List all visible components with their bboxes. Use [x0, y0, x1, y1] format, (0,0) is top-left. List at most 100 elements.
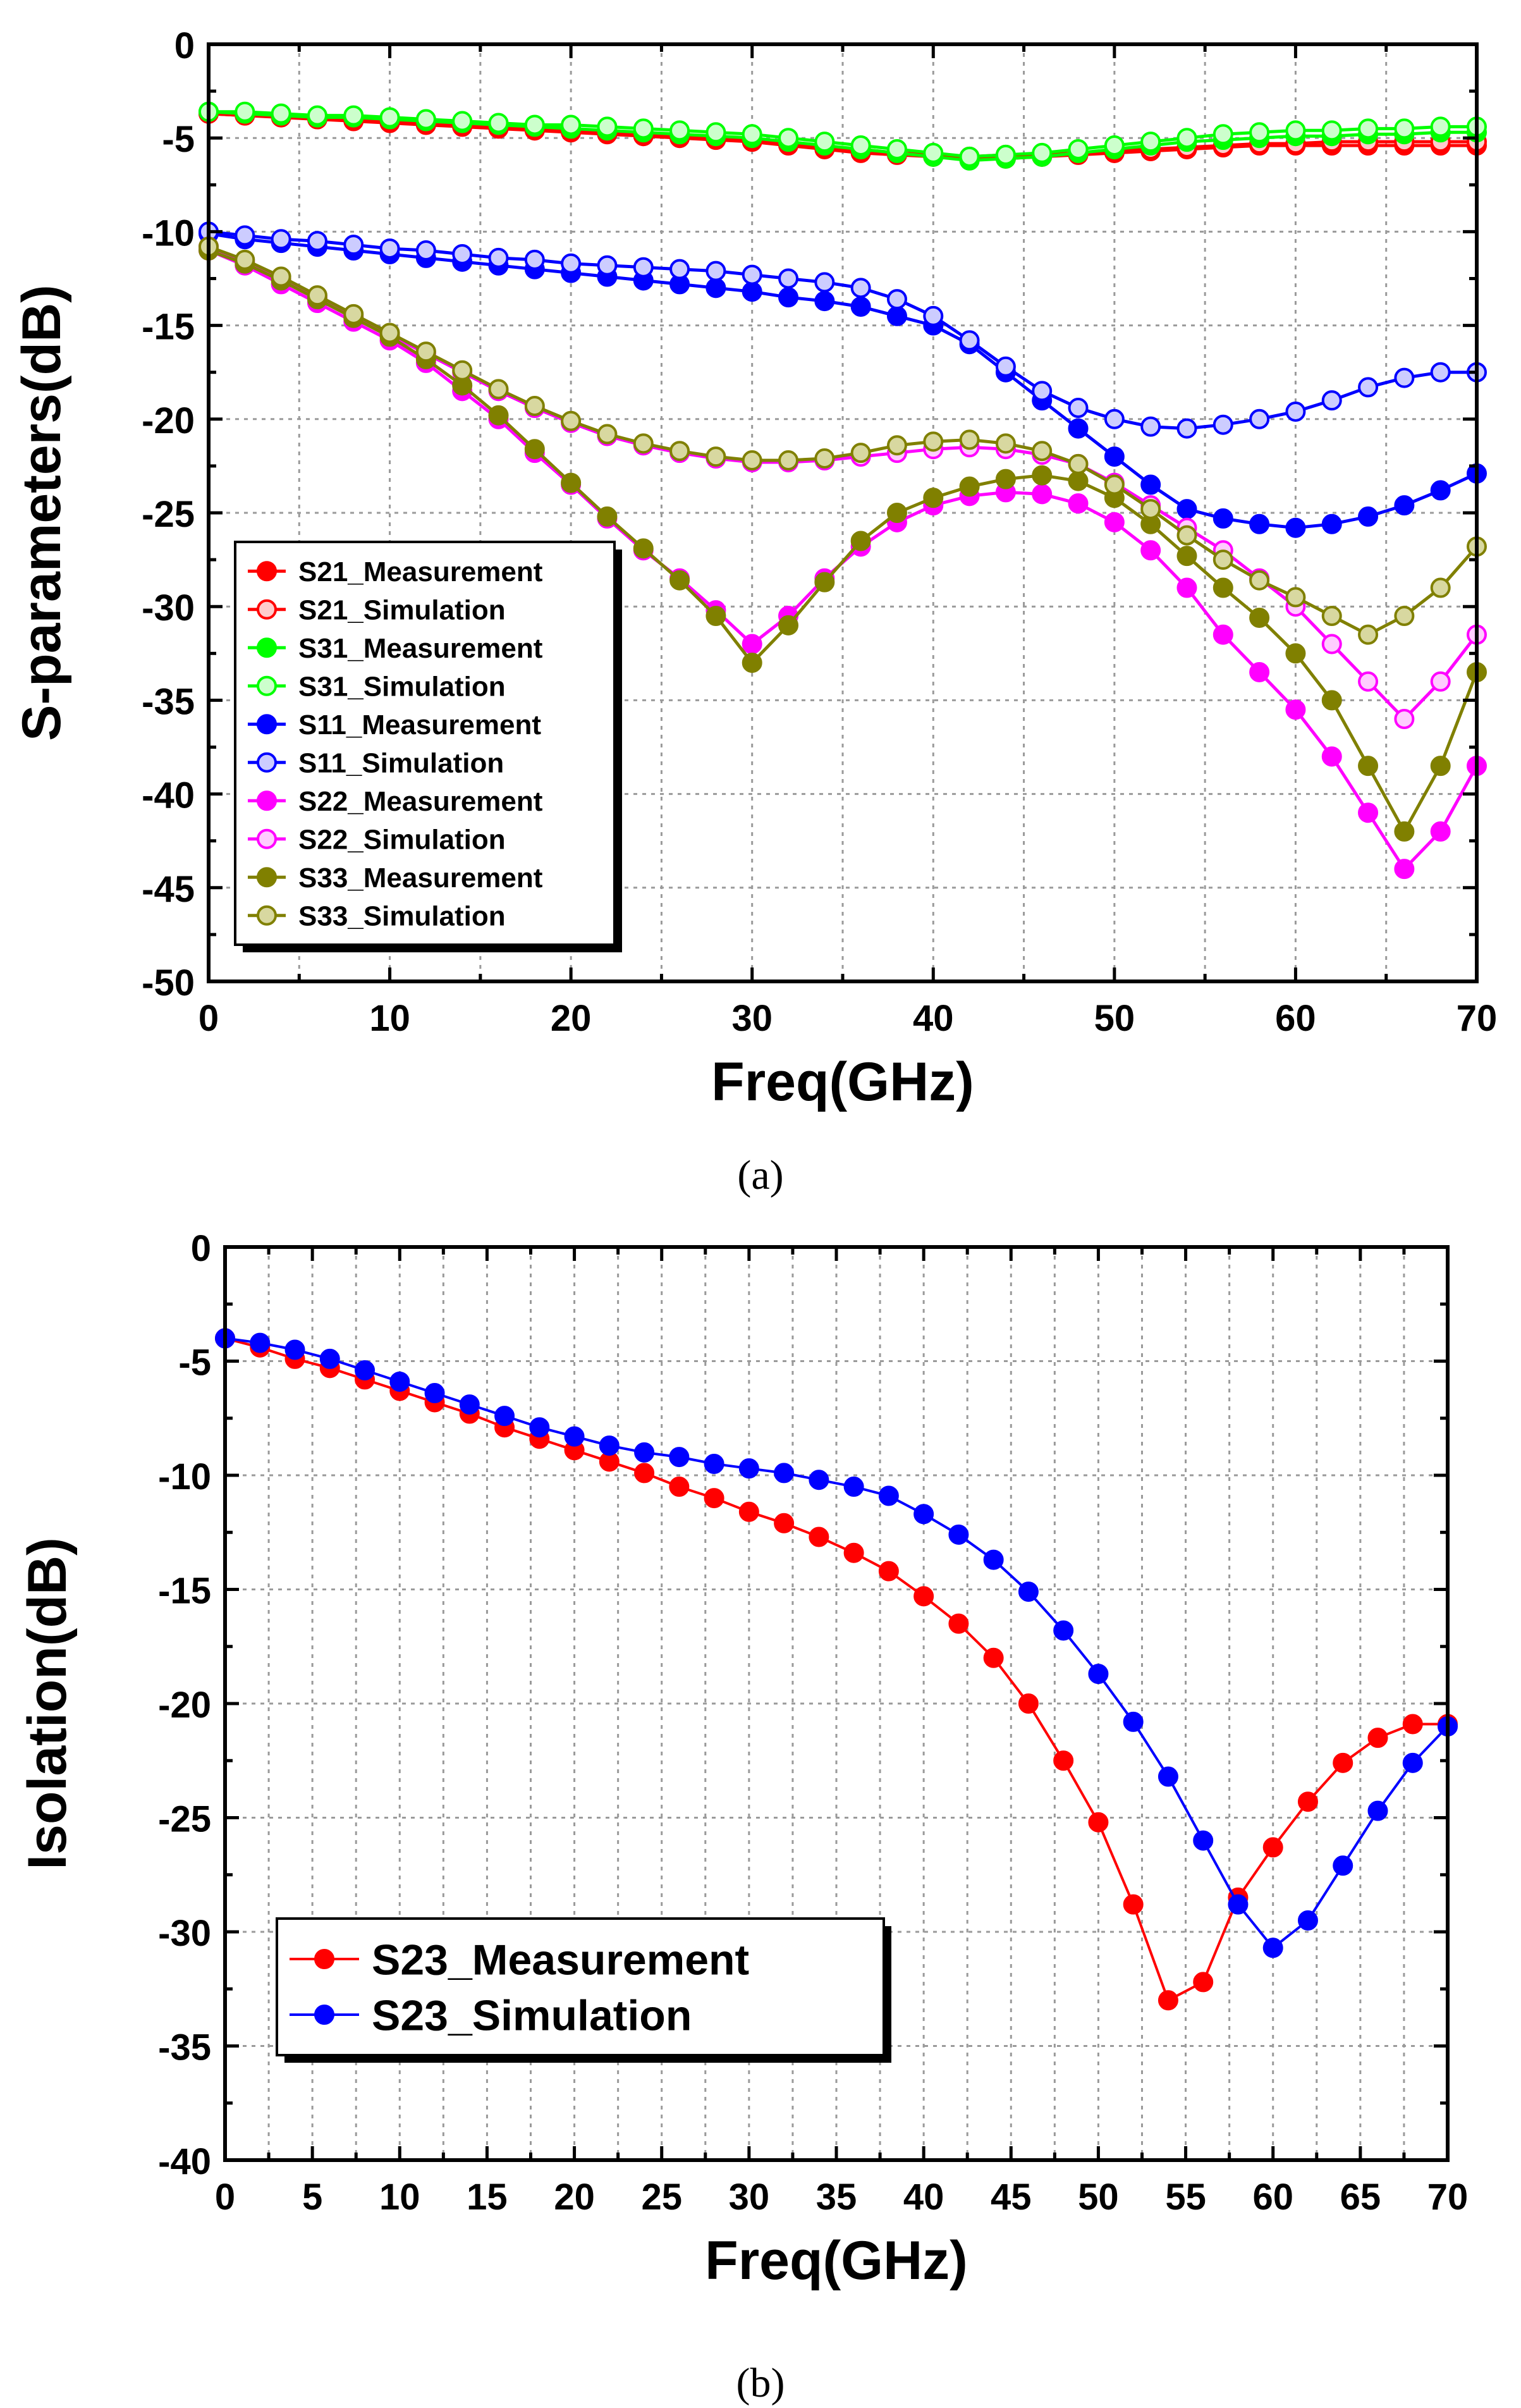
x-axis-label: Freq(GHz): [705, 2230, 968, 2291]
data-point: [1176, 418, 1197, 439]
caption-b: (b): [736, 2360, 785, 2406]
y-axis-label: Isolation(dB): [17, 1537, 78, 1870]
data-point: [1358, 118, 1379, 139]
data-point: [814, 572, 835, 593]
data-point: [995, 469, 1016, 489]
data-point: [778, 287, 799, 308]
data-point: [1104, 474, 1125, 495]
data-point: [923, 488, 944, 508]
data-point: [669, 259, 690, 280]
data-point: [271, 103, 291, 124]
data-point: [1053, 1620, 1074, 1641]
legend-label-s11-measurement: S11_Measurement: [298, 710, 541, 740]
legend-label-s23-simulation: S23_Simulation: [372, 1991, 692, 2039]
data-point: [738, 1458, 759, 1479]
series-s31-simulation: [199, 101, 1487, 167]
data-point: [488, 379, 509, 400]
data-point: [1358, 756, 1379, 777]
data-point: [809, 1526, 829, 1547]
legend: S21_Measurement S21_Simulation S31_Measure…: [234, 541, 622, 952]
data-point: [1123, 1711, 1144, 1732]
data-point: [561, 472, 582, 493]
data-point: [1213, 577, 1233, 598]
data-point: [343, 304, 364, 324]
data-point: [1249, 607, 1270, 628]
data-point: [778, 128, 799, 149]
data-point: [1249, 408, 1270, 429]
data-point: [959, 146, 980, 167]
y-tick-label: -40: [158, 2141, 211, 2182]
data-point: [913, 1586, 934, 1607]
data-point: [1430, 362, 1451, 383]
data-point: [886, 503, 907, 523]
y-tick-label: -50: [142, 962, 195, 1004]
x-tick-label: 40: [903, 2177, 944, 2218]
series-s11-simulation: [199, 221, 1487, 439]
legend-label-s21-simulation: S21_Simulation: [298, 595, 506, 626]
data-point: [669, 120, 690, 141]
y-tick-label: -45: [142, 869, 195, 910]
data-point: [307, 231, 327, 252]
y-tick-label: -20: [142, 400, 195, 441]
data-point: [1430, 756, 1451, 777]
data-point: [1032, 484, 1053, 505]
data-point: [1321, 120, 1342, 141]
data-point: [1262, 1938, 1283, 1958]
x-tick-label: 10: [379, 2177, 420, 2218]
x-tick-label: 70: [1457, 998, 1498, 1039]
data-point: [850, 278, 871, 298]
data-point: [319, 1348, 340, 1369]
y-tick-label: -40: [142, 775, 195, 816]
data-point: [1285, 699, 1306, 720]
data-point: [1367, 1800, 1388, 1821]
x-tick-label: 60: [1252, 2177, 1293, 2218]
data-point: [1193, 1830, 1214, 1851]
data-point: [1213, 124, 1233, 145]
data-point: [814, 291, 835, 312]
data-point: [1394, 709, 1415, 730]
data-point: [913, 1504, 934, 1525]
data-point: [778, 268, 799, 289]
data-point: [706, 446, 726, 467]
data-point: [1321, 690, 1342, 711]
x-tick-label: 60: [1275, 998, 1316, 1039]
legend-label-s21-measurement: S21_Measurement: [298, 556, 543, 587]
data-point: [1321, 606, 1342, 627]
data-point: [1430, 577, 1451, 598]
data-point: [1104, 512, 1125, 532]
data-point: [1402, 1714, 1423, 1735]
data-point: [389, 1371, 410, 1392]
data-point: [1140, 540, 1161, 561]
data-point: [1088, 1812, 1109, 1833]
data-point: [1285, 643, 1306, 664]
data-point: [1213, 508, 1233, 529]
y-tick-label: -5: [162, 119, 195, 160]
data-point: [1285, 401, 1306, 422]
legend-label-s33-measurement: S33_Measurement: [298, 863, 543, 894]
legend: S23_Measurement S23_Simulation: [276, 1917, 891, 2063]
y-tick-label: -10: [142, 212, 195, 254]
data-point: [379, 322, 400, 343]
x-tick-label: 5: [302, 2177, 322, 2218]
y-tick-label: -5: [178, 1342, 211, 1384]
data-point: [742, 124, 762, 145]
data-point: [343, 235, 364, 255]
chart-b: 0 5 10 15 20 25 30 35 40 45 50 55 60 65 70 0 -5 -10 -15 -20…: [17, 1228, 1468, 2291]
legend-marker: [314, 2005, 334, 2025]
data-point: [1285, 120, 1306, 141]
x-tick-label: 45: [991, 2177, 1032, 2218]
x-tick-label: 30: [731, 998, 773, 1039]
data-point: [1249, 122, 1270, 143]
data-point: [415, 109, 436, 130]
data-point: [995, 356, 1016, 377]
data-point: [1228, 1894, 1249, 1915]
data-point: [742, 450, 762, 471]
x-tick-label: 15: [467, 2177, 508, 2218]
data-point: [524, 439, 545, 460]
data-point: [1213, 550, 1233, 570]
data-point: [1297, 1910, 1318, 1931]
data-point: [1068, 453, 1089, 474]
data-point: [1358, 377, 1379, 398]
data-point: [633, 433, 654, 454]
